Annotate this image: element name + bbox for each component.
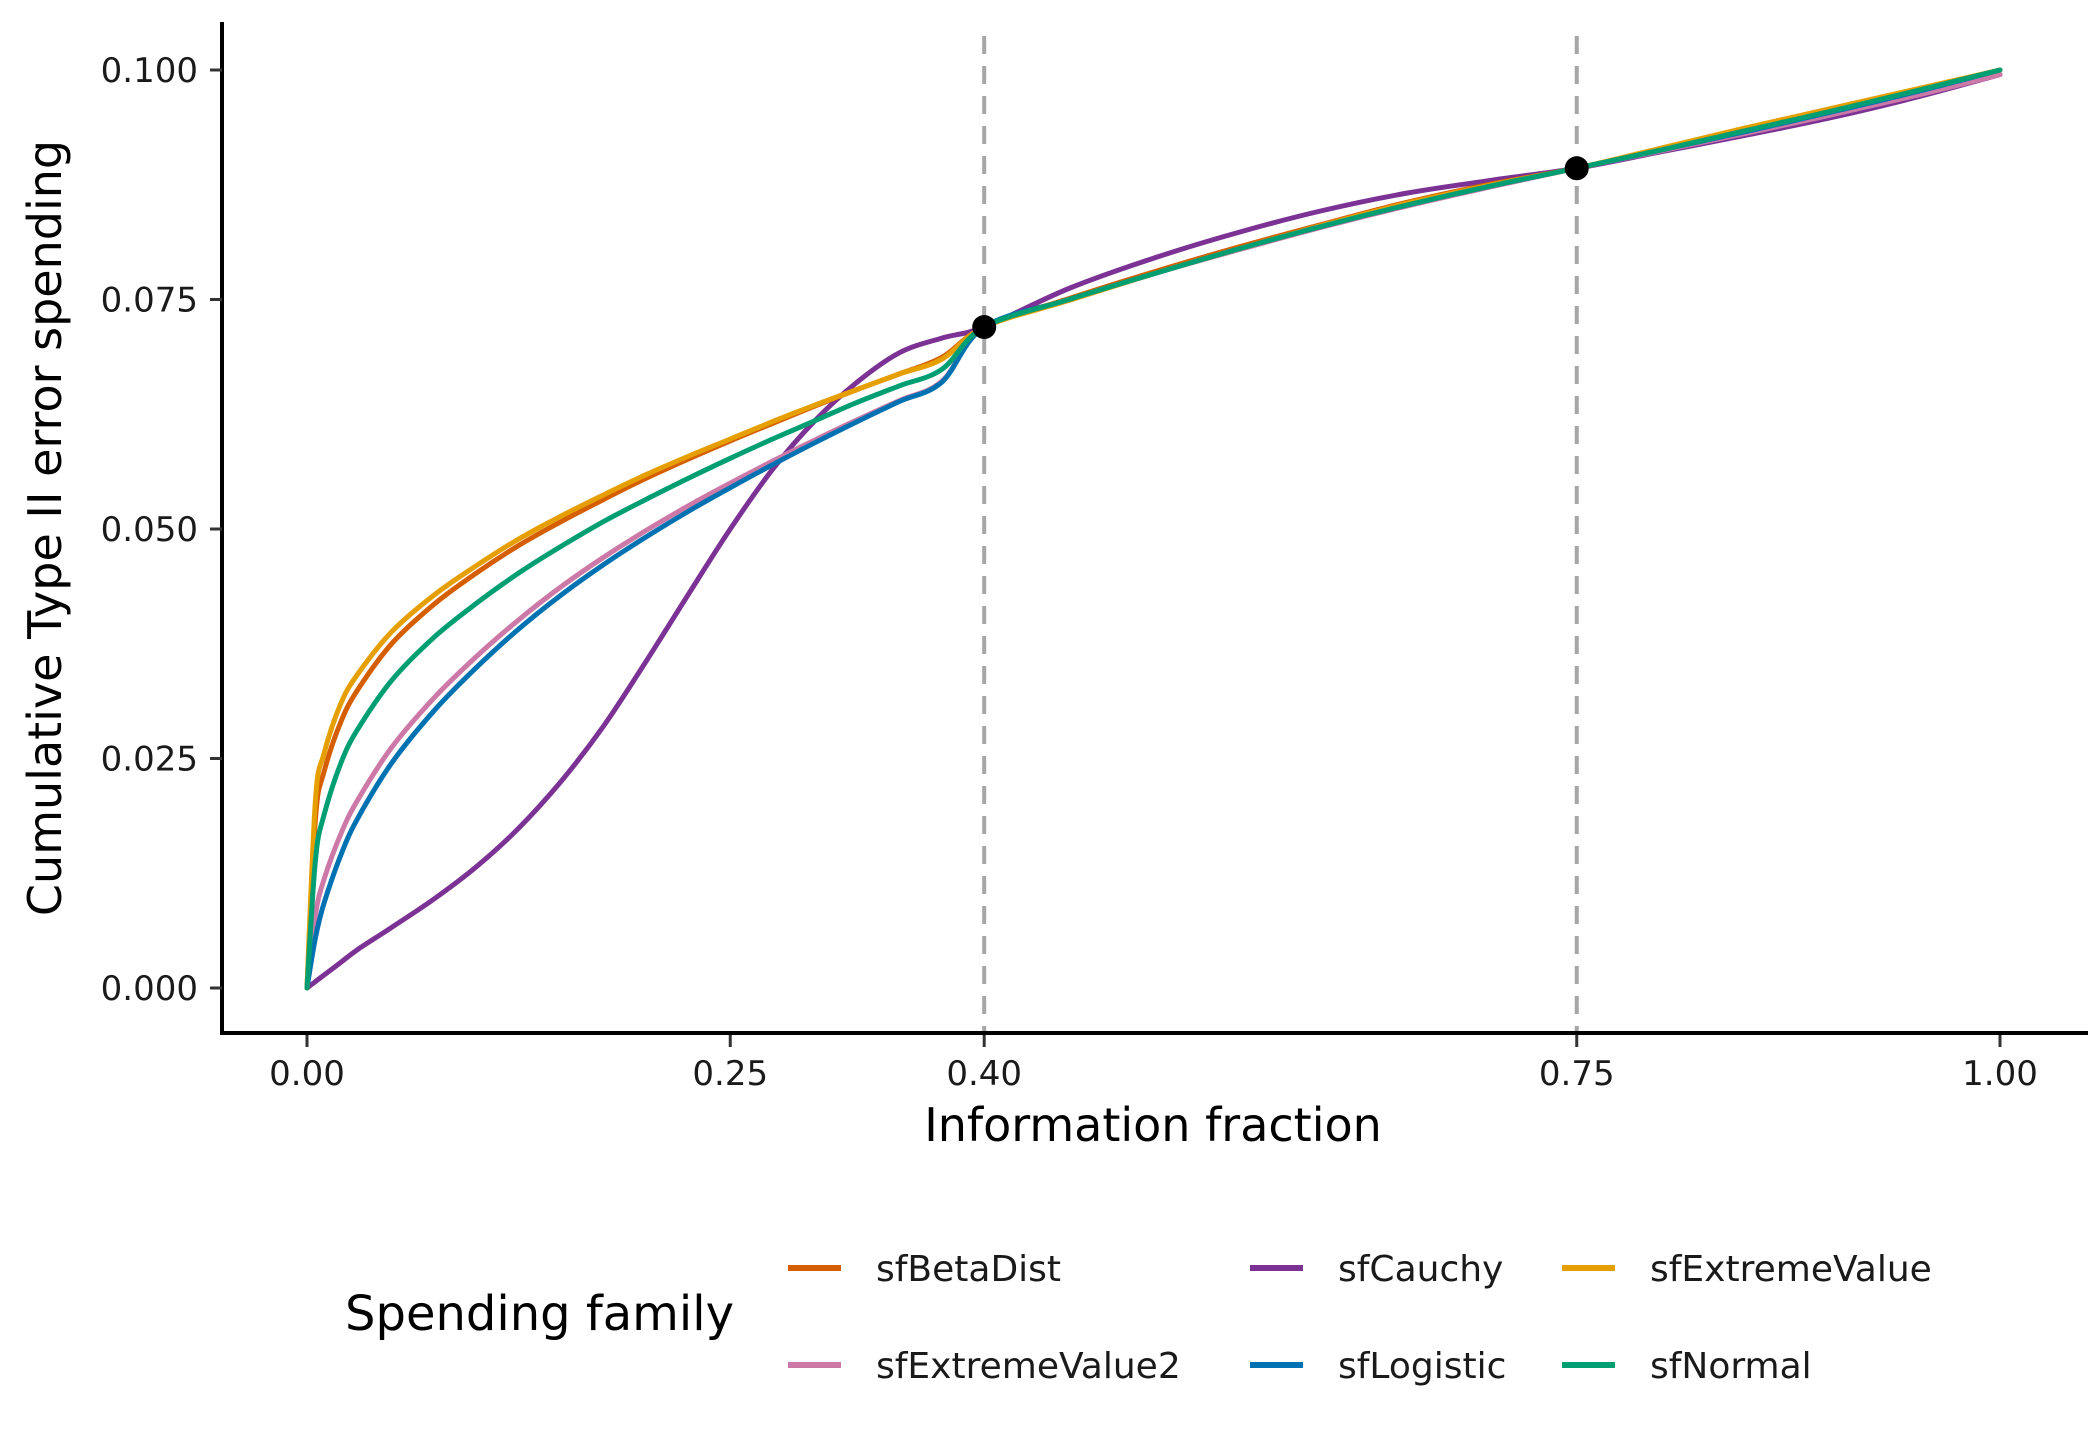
marker-point-0	[972, 315, 997, 340]
legend-label-sfExtremeValue: sfExtremeValue	[1650, 1249, 1932, 1290]
x-tick-label-4: 1.00	[1962, 1054, 2038, 1094]
series-line-sfNormal	[304, 67, 2003, 991]
series-line-sfLogistic	[304, 67, 2003, 991]
series-line-sfExtremeValue	[304, 67, 2003, 991]
legend-label-sfBetaDist: sfBetaDist	[876, 1249, 1061, 1290]
x-tick-label-3: 0.75	[1539, 1054, 1615, 1094]
marker-point-1	[1564, 156, 1589, 181]
reference-lines	[982, 36, 1579, 1031]
y-tick-label-3: 0.075	[101, 281, 198, 321]
x-tick-label-2: 0.40	[946, 1054, 1022, 1094]
legend-label-sfLogistic: sfLogistic	[1338, 1346, 1506, 1387]
y-tick-label-0: 0.000	[101, 969, 198, 1009]
legend-label-sfCauchy: sfCauchy	[1338, 1249, 1503, 1290]
y-tick-label-2: 0.050	[101, 510, 198, 550]
y-tick-label-1: 0.025	[101, 740, 198, 780]
series-line-sfExtremeValue2	[304, 72, 2003, 991]
y-tick-label-4: 0.100	[101, 51, 198, 91]
y-axis-title: Cumulative Type II error spending	[18, 140, 72, 916]
series-line-sfCauchy	[304, 72, 2003, 991]
x-tick-label-1: 0.25	[692, 1054, 768, 1094]
x-tick-label-0: 0.00	[269, 1054, 345, 1094]
legend-label-sfExtremeValue2: sfExtremeValue2	[876, 1346, 1181, 1387]
marker-points	[972, 156, 1589, 340]
legend: Spending family sfBetaDist sfCauchy sfExtr…	[345, 1249, 1932, 1387]
x-axis-title: Information fraction	[924, 1098, 1382, 1152]
legend-title: Spending family	[345, 1286, 734, 1342]
series-line-sfBetaDist	[304, 67, 2003, 991]
axes	[220, 22, 2088, 1035]
series-lines	[304, 67, 2003, 991]
legend-label-sfNormal: sfNormal	[1650, 1346, 1812, 1387]
ticks: 0.00 0.25 0.40 0.75 1.00 0.000 0.025 0.050 0.075…	[101, 51, 2038, 1094]
